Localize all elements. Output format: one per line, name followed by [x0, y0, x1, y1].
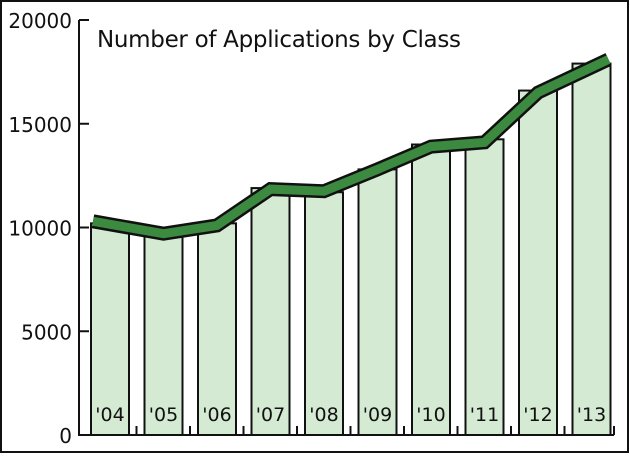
bar-13 [571, 62, 612, 436]
x-category-label: '07 [256, 404, 285, 426]
trend-line-group [91, 53, 612, 241]
bar-10 [411, 143, 451, 436]
bar-12 [518, 89, 558, 437]
x-category-label: '08 [309, 404, 338, 426]
bar-04 [90, 222, 130, 436]
axes-group: 0 5000 10000 15000 20000 [8, 9, 615, 448]
trend-line [92, 55, 611, 239]
bar-07 [250, 187, 291, 436]
bar-06 [197, 222, 237, 436]
category-labels-group: '04 '05 '06 '07 '08 '09 '10 '11 '12 '13 [95, 404, 606, 426]
x-category-label: '05 [149, 404, 178, 426]
y-tick-label: 10000 [8, 217, 72, 241]
x-category-label: '06 [202, 404, 231, 426]
y-tick-label: 15000 [8, 113, 72, 137]
x-category-label: '09 [363, 404, 392, 426]
x-category-label: '12 [523, 404, 552, 426]
bar-11 [464, 138, 505, 436]
x-category-label: '13 [577, 404, 606, 426]
chart-title: Number of Applications by Class [97, 27, 461, 53]
bar-08 [304, 191, 344, 436]
x-category-label: '10 [416, 404, 445, 426]
y-tick-label: 0 [59, 424, 72, 448]
y-tick-label: 20000 [8, 9, 72, 33]
bar-09 [357, 168, 398, 436]
x-category-label: '11 [470, 404, 499, 426]
x-category-label: '04 [95, 404, 124, 426]
y-tick-label: 5000 [21, 320, 72, 344]
